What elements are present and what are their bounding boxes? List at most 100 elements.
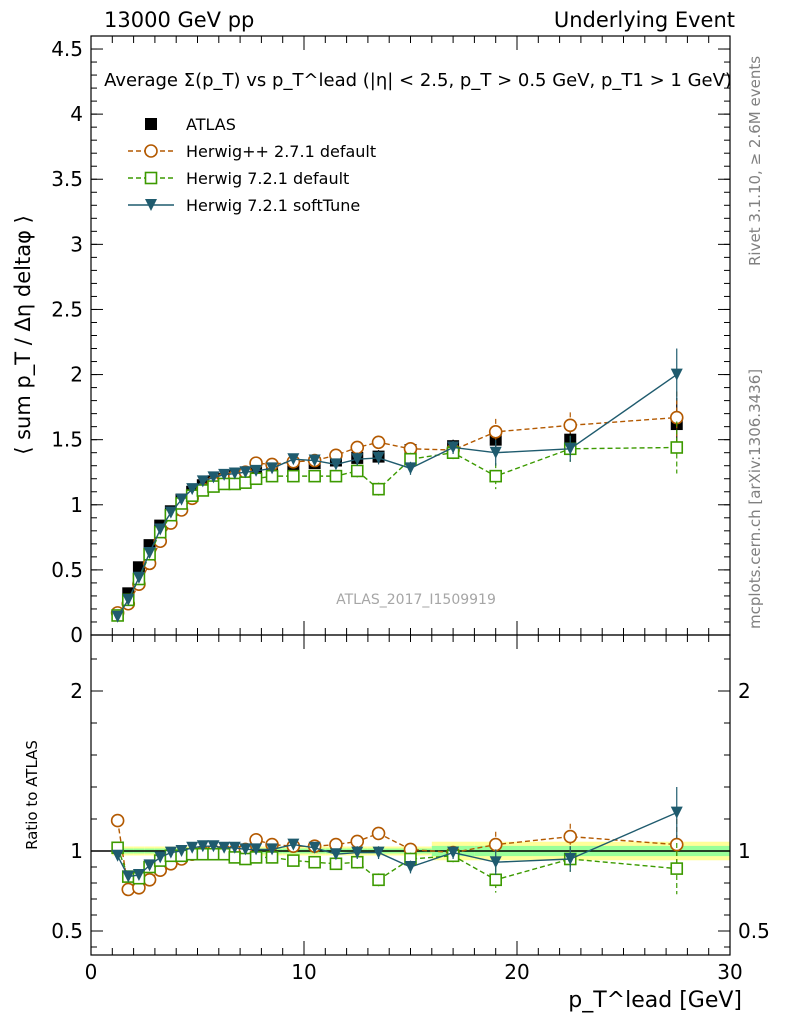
legend-label: Herwig++ 2.7.1 default xyxy=(186,142,376,161)
y-tick-label: 1.5 xyxy=(51,428,83,452)
ratio-point xyxy=(308,855,321,869)
main-series-3 xyxy=(111,348,683,623)
legend-label: ATLAS xyxy=(186,115,236,134)
ratio-point xyxy=(489,856,502,869)
main-point xyxy=(350,464,364,478)
chart-title: Average Σ(p_T) vs p_T^lead (|η| < 2.5, p… xyxy=(104,70,732,91)
x-tick-label: 0 xyxy=(85,960,98,984)
main-point xyxy=(287,453,300,466)
ratio-point xyxy=(564,853,577,865)
ratio-x-ticks xyxy=(90,635,731,955)
ratio-point xyxy=(287,838,300,851)
ratio-point xyxy=(186,841,199,854)
ratio-y-axis-label: Ratio to ATLAS xyxy=(23,740,41,850)
y-tick-label: 0.5 xyxy=(51,558,83,582)
y-tick-label: 4.5 xyxy=(51,37,83,61)
ratio-point xyxy=(142,872,157,887)
main-point xyxy=(670,368,683,381)
ratio-y-tick-label-right: 0.5 xyxy=(738,919,770,943)
main-point xyxy=(122,587,135,600)
ratio-point xyxy=(111,849,124,862)
main-point xyxy=(350,440,365,455)
main-point xyxy=(351,453,364,466)
y-tick-label: 1 xyxy=(70,493,83,517)
ratio-y-axis: 0.5 0.5 1 1 2 2 xyxy=(51,658,770,948)
main-point xyxy=(372,451,385,464)
x-axis-label: p_T^lead [GeV] xyxy=(568,988,742,1013)
main-point xyxy=(250,464,263,477)
ratio-y-tick-label-right: 1 xyxy=(738,839,751,863)
ratio-point xyxy=(670,806,683,819)
main-point xyxy=(489,446,502,459)
analysis-watermark: ATLAS_2017_I1509919 xyxy=(336,592,496,608)
ratio-plot-frame xyxy=(90,634,731,956)
main-point xyxy=(175,493,188,506)
main-point xyxy=(207,471,220,484)
legend-label: Herwig 7.2.1 default xyxy=(186,169,349,188)
ratio-point xyxy=(132,869,145,881)
ratio-point xyxy=(143,859,156,872)
main-point xyxy=(308,454,321,467)
legend-marker xyxy=(144,144,158,158)
ratio-point xyxy=(218,841,231,854)
main-point xyxy=(670,441,684,454)
main-point xyxy=(218,468,231,481)
ratio-point xyxy=(228,841,241,854)
main-point xyxy=(563,418,578,433)
ratio-point xyxy=(287,854,300,867)
ratio-point xyxy=(329,848,342,861)
main-point xyxy=(489,469,503,483)
main-point xyxy=(372,482,385,496)
x-tick-label: 30 xyxy=(717,960,742,984)
main-point xyxy=(239,476,252,489)
x-tick-label: 10 xyxy=(291,960,316,984)
main-point xyxy=(154,523,167,536)
ratio-point xyxy=(154,851,167,864)
main-point xyxy=(111,610,124,623)
ratio-point xyxy=(372,873,385,887)
ratio-point xyxy=(196,840,209,853)
ratio-point xyxy=(371,826,386,841)
main-point xyxy=(287,469,300,483)
ratio-point xyxy=(351,846,364,859)
y-tick-label: 0 xyxy=(70,623,83,647)
main-point xyxy=(143,546,156,559)
header-right: Underlying Event xyxy=(553,8,735,32)
ratio-point xyxy=(250,843,263,856)
y-tick-label: 4 xyxy=(70,102,83,126)
header-left: 13000 GeV pp xyxy=(104,8,255,32)
main-point xyxy=(329,458,342,471)
ratio-point xyxy=(489,873,503,887)
main-point xyxy=(488,425,503,439)
main-point xyxy=(371,435,386,450)
main-point xyxy=(404,462,417,475)
main-series-0 xyxy=(111,398,683,622)
main-point xyxy=(239,466,252,479)
legend: ATLAS Herwig++ 2.7.1 default Herwig 7.2.1 … xyxy=(128,115,376,215)
ratio-point xyxy=(488,837,503,852)
ratio-point xyxy=(122,870,135,883)
main-point xyxy=(228,477,242,491)
main-point xyxy=(122,593,135,606)
x-tick-label: 20 xyxy=(504,960,529,984)
main-y-axis: 0 0.5 1 1.5 2 2.5 3 3.5 4 4.5 xyxy=(51,35,730,647)
ratio-y-tick-label-left: 0.5 xyxy=(51,919,83,943)
y-tick-label: 3.5 xyxy=(51,167,83,191)
legend-marker xyxy=(145,118,157,130)
ratio-point xyxy=(404,861,417,873)
main-point xyxy=(266,462,279,475)
ratio-y-tick-label-left: 1 xyxy=(70,839,83,863)
ratio-y-tick-label-right: 2 xyxy=(738,679,751,703)
main-series-1 xyxy=(110,391,684,620)
main-point xyxy=(329,469,343,483)
main-x-ticks xyxy=(90,36,731,635)
legend-marker xyxy=(145,199,157,211)
main-y-axis-label: ⟨ sum p_T / Δη deltaφ ⟩ xyxy=(11,215,36,455)
main-point xyxy=(447,441,460,454)
ratio-point xyxy=(372,846,385,859)
ratio-series-2 xyxy=(111,787,683,883)
main-point xyxy=(132,571,145,584)
y-tick-label: 2.5 xyxy=(51,297,83,321)
main-point xyxy=(308,469,321,483)
